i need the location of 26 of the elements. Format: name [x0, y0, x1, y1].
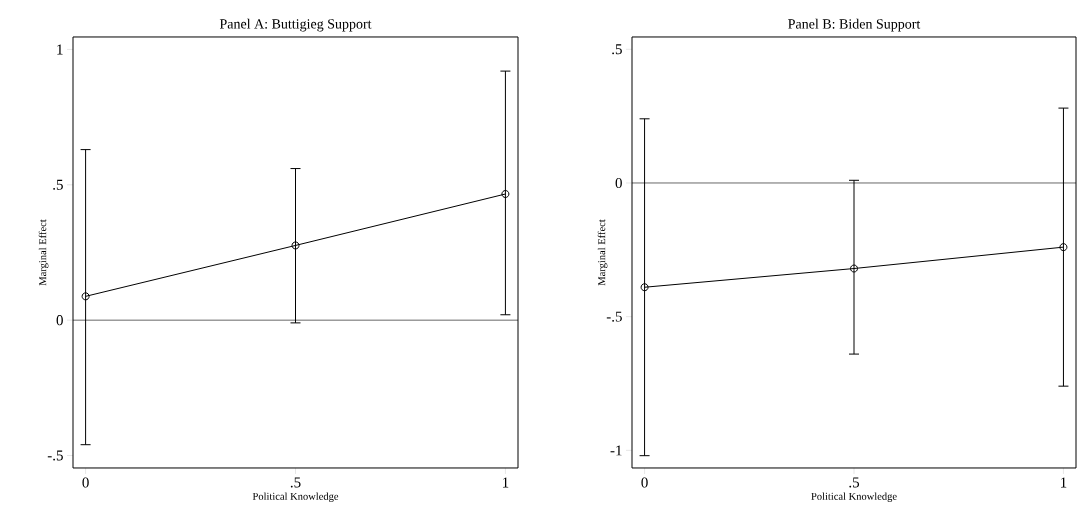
y-axis-title: Marginal Effect: [38, 219, 49, 286]
y-tick-label: .5: [612, 44, 622, 55]
y-tick-label: .5: [53, 179, 63, 190]
point: [640, 283, 649, 292]
x-axis-title: Political Knowledge: [252, 492, 339, 503]
x-tick-label: 0: [82, 477, 89, 488]
y-tick-label: -.5: [606, 311, 622, 322]
x-tick-label: 1: [1061, 477, 1067, 488]
x-tick-label: .5: [849, 477, 860, 488]
point: [850, 264, 859, 273]
y-tick-label: -.5: [47, 450, 63, 461]
point: [501, 190, 510, 199]
point: [291, 241, 300, 250]
y-tick-label: 0: [56, 315, 63, 326]
x-axis-title: Political Knowledge: [811, 492, 897, 503]
y-tick-label: 0: [615, 177, 622, 189]
x-tick-label: .5: [290, 477, 301, 488]
chart-title: Panel B: Biden Support: [788, 18, 921, 32]
point: [1059, 243, 1068, 252]
x-tick-label: 0: [641, 477, 648, 488]
point: [81, 292, 90, 301]
x-tick-label: 1: [502, 477, 509, 488]
y-axis-title: Marginal Effect: [597, 219, 608, 286]
chart-title: Panel A: Buttigieg Support: [219, 18, 372, 32]
y-tick-label: -1: [610, 445, 622, 456]
y-tick-label: 1: [57, 44, 63, 55]
